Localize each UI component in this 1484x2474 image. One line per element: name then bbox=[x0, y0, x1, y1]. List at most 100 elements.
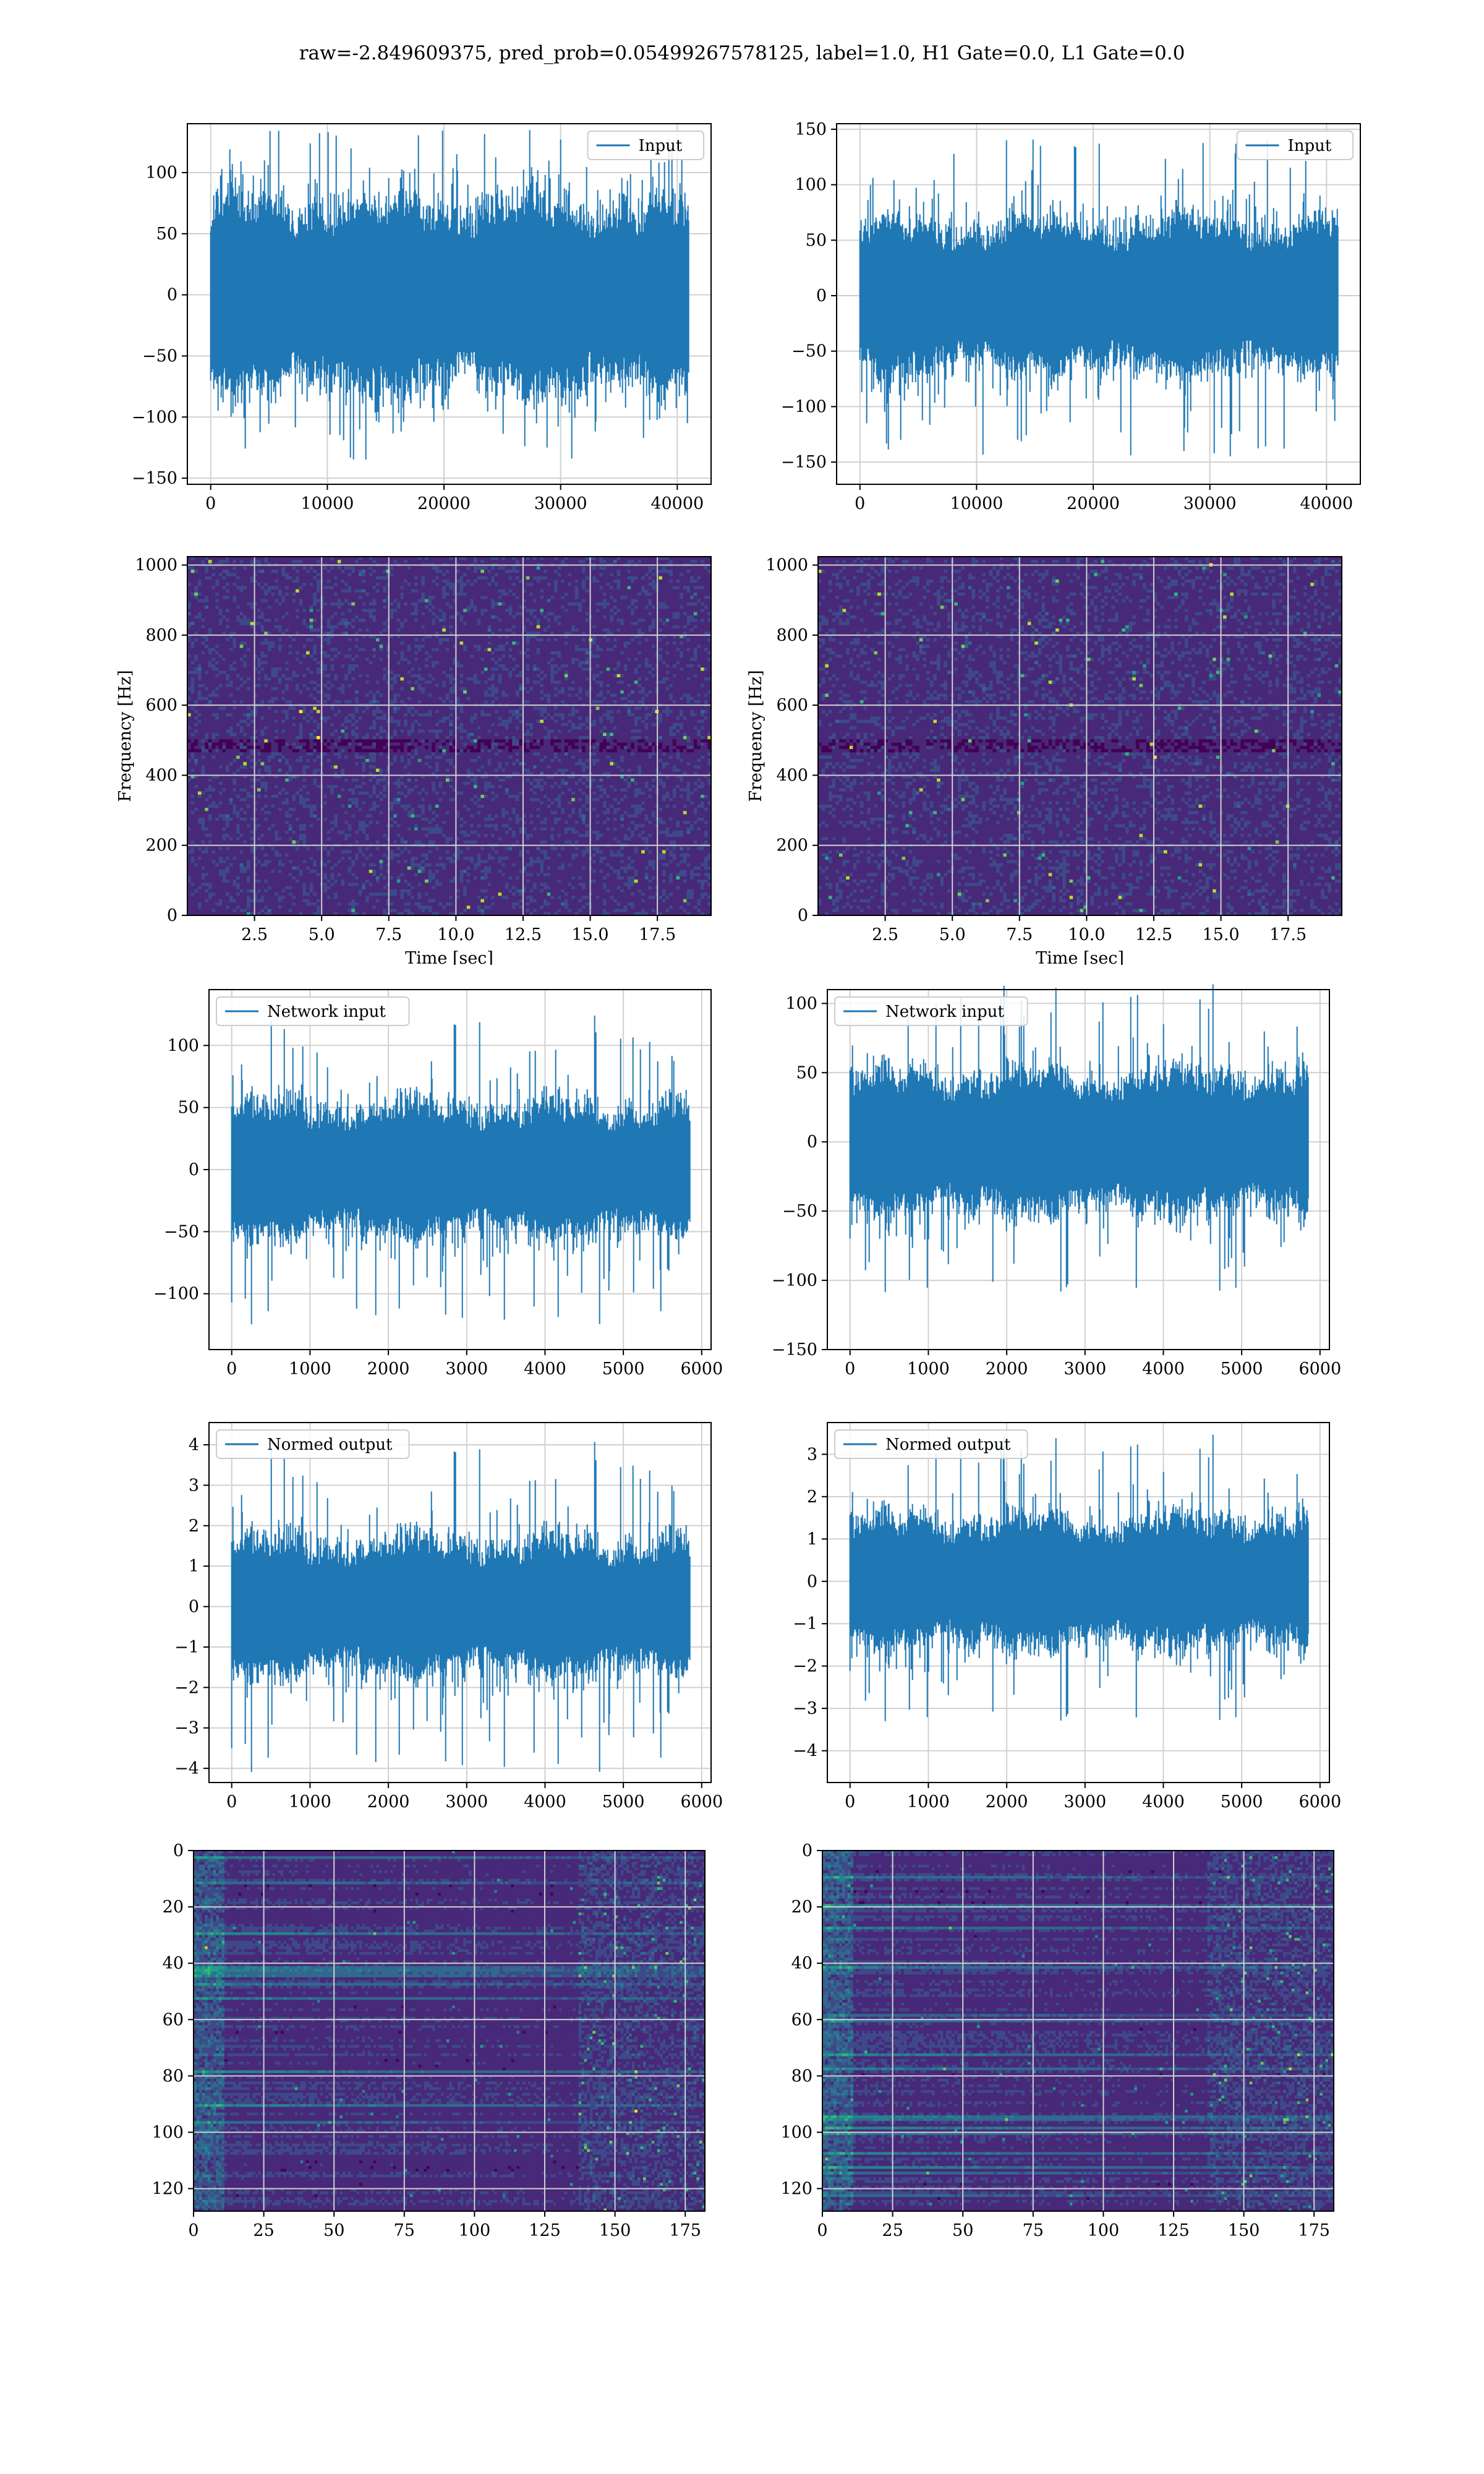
heatmap-cell bbox=[219, 654, 223, 658]
heatmap-cell bbox=[456, 602, 460, 606]
heatmap-cell bbox=[491, 618, 495, 622]
heatmap-cell bbox=[222, 651, 226, 655]
heatmap-cell bbox=[631, 583, 634, 586]
heatmap-cell bbox=[463, 654, 467, 658]
heatmap-cell bbox=[470, 586, 474, 589]
heatmap-cell bbox=[596, 641, 600, 645]
heatmap-cell bbox=[351, 606, 355, 609]
heatmap-cell bbox=[470, 609, 474, 612]
heatmap-cell bbox=[439, 567, 443, 570]
heatmap-cell bbox=[306, 618, 310, 622]
heatmap-cell bbox=[355, 625, 359, 629]
heatmap-cell bbox=[491, 661, 495, 665]
heatmap-cell bbox=[680, 606, 683, 609]
heatmap-cell bbox=[376, 586, 380, 589]
heatmap-cell bbox=[376, 644, 380, 648]
heatmap-cell bbox=[331, 615, 335, 619]
heatmap-cell bbox=[578, 560, 582, 563]
heatmap-cell bbox=[533, 609, 537, 612]
heatmap-cell bbox=[582, 606, 586, 609]
heatmap-cell bbox=[571, 609, 575, 612]
heatmap-cell bbox=[673, 618, 676, 622]
heatmap-cell bbox=[247, 625, 250, 629]
heatmap-cell bbox=[610, 596, 613, 599]
heatmap-cell bbox=[198, 596, 202, 599]
heatmap-cell bbox=[327, 644, 331, 648]
heatmap-cell bbox=[516, 641, 519, 645]
heatmap-cell bbox=[467, 622, 471, 625]
heatmap-cell bbox=[617, 648, 621, 652]
heatmap-cell bbox=[586, 644, 589, 648]
heatmap-cell bbox=[450, 609, 453, 612]
heatmap-cell bbox=[278, 618, 282, 622]
heatmap-cell bbox=[261, 651, 265, 655]
heatmap-cell bbox=[278, 589, 282, 593]
heatmap-cell bbox=[397, 654, 401, 658]
heatmap-cell bbox=[261, 654, 265, 658]
heatmap-cell bbox=[638, 606, 641, 609]
heatmap-cell bbox=[393, 644, 397, 648]
heatmap-cell bbox=[488, 589, 492, 593]
heatmap-cell bbox=[599, 615, 603, 619]
heatmap-cell bbox=[686, 573, 690, 576]
heatmap-cell bbox=[191, 641, 195, 645]
heatmap-cell bbox=[676, 651, 680, 655]
heatmap-cell bbox=[344, 593, 348, 596]
heatmap-cell bbox=[250, 657, 254, 661]
heatmap-cell bbox=[421, 570, 425, 573]
heatmap-cell bbox=[456, 661, 460, 665]
heatmap-cell bbox=[456, 648, 460, 652]
heatmap-cell bbox=[480, 641, 484, 645]
heatmap-cell bbox=[198, 606, 202, 609]
heatmap-cell bbox=[327, 567, 331, 570]
heatmap-cell bbox=[501, 648, 505, 652]
heatmap-cell bbox=[683, 648, 687, 652]
heatmap-cell bbox=[599, 602, 603, 606]
heatmap-cell bbox=[302, 599, 306, 603]
heatmap-cell bbox=[578, 628, 582, 632]
heatmap-cell bbox=[400, 560, 404, 563]
heatmap-cell bbox=[470, 628, 474, 632]
heatmap-cell bbox=[446, 644, 450, 648]
heatmap-cell bbox=[617, 641, 621, 645]
heatmap-cell bbox=[561, 661, 565, 665]
heatmap-cell bbox=[683, 602, 687, 606]
heatmap-cell bbox=[264, 612, 268, 616]
heatmap-cell bbox=[662, 641, 666, 645]
heatmap-cell bbox=[544, 622, 547, 625]
heatmap-cell bbox=[613, 573, 617, 576]
heatmap-cell bbox=[365, 593, 369, 596]
heatmap-cell bbox=[683, 644, 687, 648]
heatmap-cell bbox=[519, 654, 522, 658]
heatmap-cell bbox=[582, 622, 586, 625]
heatmap-cell bbox=[666, 593, 670, 596]
heatmap-cell bbox=[488, 593, 492, 596]
heatmap-cell bbox=[306, 596, 310, 599]
heatmap-cell bbox=[641, 593, 645, 596]
heatmap-cell bbox=[537, 628, 540, 632]
heatmap-cell bbox=[599, 657, 603, 661]
heatmap-cell bbox=[390, 651, 394, 655]
heatmap-cell bbox=[194, 567, 198, 570]
heatmap-cell bbox=[512, 576, 516, 580]
heatmap-cell bbox=[425, 576, 429, 580]
heatmap-cell bbox=[407, 580, 411, 583]
heatmap-cell bbox=[226, 648, 229, 652]
heatmap-cell bbox=[296, 576, 299, 580]
heatmap-cell bbox=[480, 560, 484, 563]
heatmap-cell bbox=[257, 576, 261, 580]
heatmap-cell bbox=[362, 593, 365, 596]
heatmap-cell bbox=[362, 586, 365, 589]
heatmap-cell bbox=[240, 618, 244, 622]
heatmap-cell bbox=[344, 625, 348, 629]
heatmap-cell bbox=[212, 583, 216, 586]
heatmap-cell bbox=[501, 560, 505, 563]
heatmap-cell bbox=[302, 593, 306, 596]
heatmap-cell bbox=[652, 606, 655, 609]
heatmap-cell bbox=[446, 576, 450, 580]
heatmap-cell bbox=[450, 570, 453, 573]
heatmap-cell bbox=[627, 648, 631, 652]
heatmap-cell bbox=[666, 644, 670, 648]
heatmap-cell bbox=[327, 654, 331, 658]
heatmap-cell bbox=[191, 602, 195, 606]
